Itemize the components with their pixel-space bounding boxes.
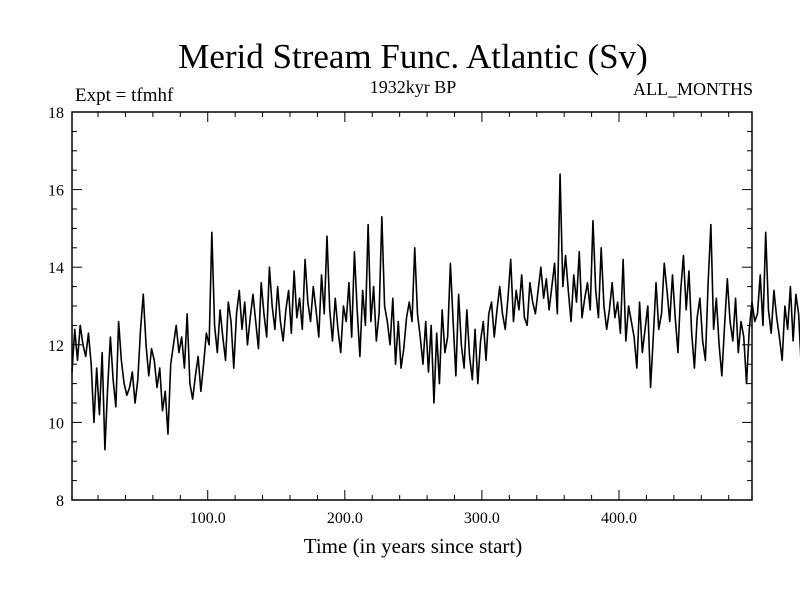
chart-subtitle-left: Expt = tfmhf — [75, 85, 174, 106]
y-tick-label: 14 — [48, 260, 64, 277]
x-tick-label: 400.0 — [601, 510, 637, 527]
series-line — [71, 173, 800, 451]
series-layer — [71, 173, 800, 451]
plot-frame — [71, 111, 753, 501]
x-tick-label: 300.0 — [464, 510, 500, 527]
y-tick-label: 12 — [48, 338, 64, 355]
x-tick-label: 100.0 — [190, 510, 226, 527]
y-tick-label: 18 — [48, 105, 64, 122]
chart-subtitle-right: ALL_MONTHS — [633, 79, 753, 99]
chart-title: Merid Stream Func. Atlantic (Sv) — [178, 37, 648, 76]
y-tick-label: 10 — [48, 415, 64, 432]
x-tick-label: 200.0 — [327, 510, 363, 527]
y-tick-label: 8 — [56, 493, 64, 510]
axis-tick-labels: 8 10 12 14 16 18 100.0 200.0 300.0 400.0 — [48, 105, 637, 527]
x-axis-label: Time (in years since start) — [304, 534, 523, 558]
y-tick-label: 16 — [48, 183, 64, 200]
chart-subtitle-center: 1932kyr BP — [370, 77, 457, 97]
